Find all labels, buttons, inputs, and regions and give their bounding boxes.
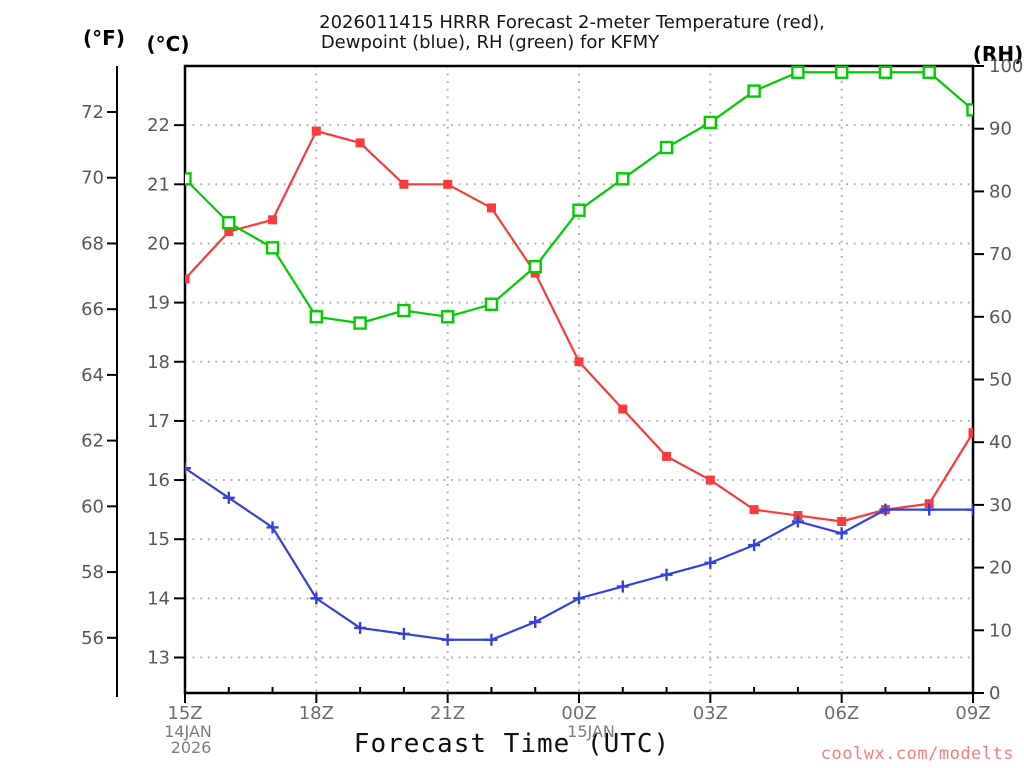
rh-point (265, 241, 280, 255)
temperature-point (268, 215, 278, 225)
fahrenheit-tick-label: 70 (81, 168, 104, 189)
x-tick-label: 15Z (167, 703, 202, 724)
chart-title-line2: Dewpoint (blue), RH (green) for KFMY (320, 32, 660, 53)
x-tick-label: 18Z (299, 703, 334, 724)
rh-point (309, 310, 324, 324)
rh-tick-label: 50 (989, 370, 1012, 391)
temperature-point (968, 428, 973, 438)
temperature-point (574, 357, 584, 367)
rh-point (484, 297, 499, 311)
celsius-tick-label: 20 (147, 233, 170, 254)
fahrenheit-tick-label: 60 (81, 496, 104, 517)
rh-point (572, 203, 586, 217)
celsius-tick-label: 17 (147, 411, 170, 432)
temperature-point (311, 126, 321, 136)
temperature-point (355, 138, 365, 148)
fahrenheit-tick-label: 64 (81, 365, 104, 386)
rh-tick-label: 20 (989, 558, 1012, 579)
celsius-tick-label: 15 (147, 529, 170, 550)
rh-point (703, 115, 718, 130)
rh-tick-label: 40 (989, 432, 1012, 453)
x-axis-label: Forecast Time (UTC) (353, 729, 671, 759)
rh-point (922, 65, 936, 79)
temperature-point (224, 227, 234, 237)
temperature-point (399, 179, 409, 189)
temperature-point (443, 179, 453, 189)
rh-point (966, 103, 973, 117)
rh-tick-label: 10 (989, 620, 1012, 641)
rh-point (440, 310, 455, 324)
rh-point (222, 216, 236, 230)
celsius-tick-label: 19 (147, 293, 170, 314)
fahrenheit-tick-label: 68 (81, 233, 104, 254)
x-tick-label: 03Z (693, 703, 728, 724)
temperature-point (185, 274, 190, 284)
date-annotation-year: 2026 (170, 738, 212, 757)
temperature-point (837, 516, 847, 526)
fahrenheit-tick-label: 58 (81, 562, 104, 583)
rh-axis-header: (RH) (972, 42, 1024, 66)
date-annotation-nextday: 15JAN (567, 722, 615, 741)
fahrenheit-tick-label: 66 (81, 299, 104, 320)
temperature-point (486, 203, 496, 213)
temperature-point (749, 505, 759, 515)
celsius-tick-label: 18 (147, 352, 170, 373)
rh-point (834, 65, 849, 79)
rh-tick-label: 30 (989, 495, 1012, 516)
temperature-point (705, 475, 715, 485)
watermark-link[interactable]: coolwx.com/modelts (820, 744, 1014, 764)
x-tick-label: 00Z (561, 703, 596, 724)
rh-tick-label: 90 (989, 119, 1012, 140)
rh-point (353, 316, 367, 330)
rh-point (747, 84, 761, 98)
rh-tick-label: 70 (989, 244, 1012, 265)
rh-tick-label: 0 (989, 683, 1000, 704)
rh-tick-label: 60 (989, 307, 1012, 328)
celsius-axis-header: (°C) (146, 32, 190, 56)
rh-point (791, 65, 805, 79)
celsius-tick-label: 16 (147, 470, 170, 491)
x-tick-label: 09Z (955, 703, 990, 724)
fahrenheit-axis-header: (°F) (83, 26, 125, 50)
x-tick-label: 06Z (824, 703, 859, 724)
temperature-series (185, 126, 973, 526)
rh-line (185, 71, 973, 325)
rh-point (659, 140, 674, 155)
x-tick-label: 21Z (430, 703, 465, 724)
rh-point (185, 172, 192, 186)
celsius-tick-label: 22 (147, 115, 170, 136)
dewpoint-series (185, 462, 973, 646)
celsius-tick-label: 14 (147, 588, 170, 609)
rh-series (185, 65, 973, 330)
rh-point (528, 259, 542, 274)
date-annotation-day: 14JAN (164, 722, 212, 741)
celsius-tick-label: 13 (147, 648, 170, 669)
rh-point (878, 65, 893, 79)
celsius-tick-label: 21 (147, 174, 170, 195)
rh-point (397, 303, 411, 318)
fahrenheit-tick-label: 56 (81, 628, 104, 649)
temperature-point (618, 404, 628, 414)
rh-point (616, 172, 630, 186)
fahrenheit-tick-label: 72 (81, 102, 104, 123)
rh-tick-label: 100 (989, 56, 1023, 77)
fahrenheit-tick-label: 62 (81, 431, 104, 452)
rh-tick-label: 80 (989, 181, 1012, 202)
chart-title-line1: 2026011415 HRRR Forecast 2-meter Tempera… (319, 12, 825, 33)
temperature-point (662, 451, 672, 461)
